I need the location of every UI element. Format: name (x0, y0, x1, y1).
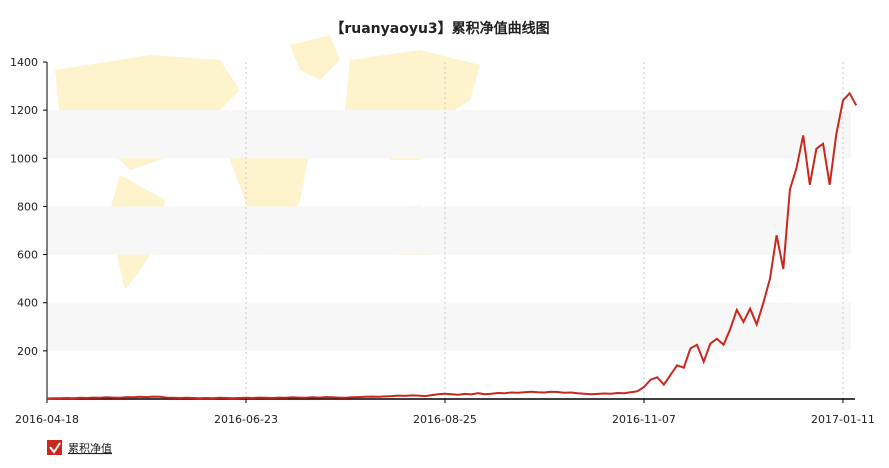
check-icon (49, 442, 61, 454)
y-tick-label: 200 (17, 345, 38, 358)
x-tick-label: 2016-06-23 (214, 413, 278, 426)
x-tick-label: 2016-08-25 (413, 413, 477, 426)
y-tick-label: 600 (17, 249, 38, 262)
y-tick-label: 1200 (10, 104, 38, 117)
y-tick-label: 800 (17, 200, 38, 213)
legend-label[interactable]: 累积净值 (68, 441, 112, 455)
grid-band (47, 206, 851, 255)
x-tick-label: 2017-01-11 (811, 413, 875, 426)
legend-checkbox[interactable] (47, 440, 62, 455)
legend[interactable]: 累积净值 (47, 440, 112, 455)
grid-band (47, 110, 851, 159)
chart-title: 【ruanyaoyu3】累积净值曲线图 (330, 20, 549, 37)
x-tick-label: 2016-11-07 (612, 413, 676, 426)
x-tick-label: 2016-04-18 (15, 413, 79, 426)
series-line (46, 91, 858, 400)
grid-band (47, 302, 851, 351)
y-tick-label: 400 (17, 297, 38, 310)
y-tick-label: 1000 (10, 152, 38, 165)
y-tick-label: 1400 (10, 56, 38, 69)
